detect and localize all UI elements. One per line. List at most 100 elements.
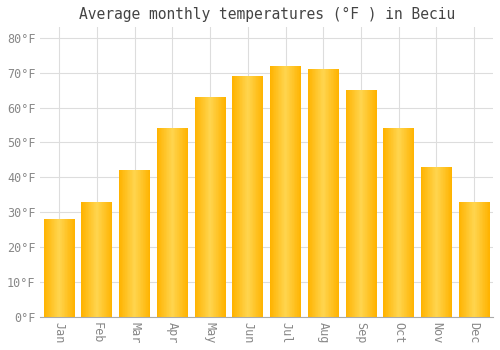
Bar — [73, 219, 74, 317]
Bar — [298, 66, 299, 317]
Bar — [182, 128, 183, 317]
Bar — [238, 76, 239, 317]
Bar — [130, 170, 131, 317]
Bar — [52, 219, 53, 317]
Bar — [167, 128, 168, 317]
Bar — [194, 97, 196, 317]
Bar — [280, 66, 281, 317]
Bar — [138, 170, 139, 317]
Bar — [133, 170, 134, 317]
Bar — [218, 97, 220, 317]
Bar — [148, 170, 149, 317]
Bar — [186, 128, 188, 317]
Bar — [254, 76, 256, 317]
Bar — [247, 76, 248, 317]
Bar — [310, 69, 311, 317]
Bar — [196, 97, 197, 317]
Bar — [447, 167, 448, 317]
Bar — [270, 66, 272, 317]
Bar — [405, 128, 406, 317]
Bar — [334, 69, 335, 317]
Bar — [313, 69, 314, 317]
Bar — [317, 69, 318, 317]
Bar — [184, 128, 186, 317]
Bar — [90, 202, 92, 317]
Bar — [257, 76, 258, 317]
Bar — [488, 202, 489, 317]
Bar — [290, 66, 291, 317]
Bar — [449, 167, 450, 317]
Bar — [375, 90, 376, 317]
Bar — [235, 76, 236, 317]
Bar — [348, 90, 350, 317]
Bar — [240, 76, 241, 317]
Bar — [129, 170, 130, 317]
Bar — [410, 128, 411, 317]
Bar — [359, 90, 360, 317]
Bar — [353, 90, 354, 317]
Bar — [288, 66, 290, 317]
Bar — [335, 69, 336, 317]
Bar — [89, 202, 90, 317]
Bar — [256, 76, 257, 317]
Bar — [213, 97, 214, 317]
Bar — [294, 66, 295, 317]
Bar — [434, 167, 436, 317]
Bar — [474, 202, 475, 317]
Bar — [44, 219, 45, 317]
Bar — [308, 69, 309, 317]
Bar — [319, 69, 320, 317]
Bar — [489, 202, 490, 317]
Bar — [119, 170, 120, 317]
Bar — [483, 202, 484, 317]
Bar — [278, 66, 280, 317]
Bar — [384, 128, 385, 317]
Bar — [204, 97, 205, 317]
Bar — [54, 219, 55, 317]
Bar — [53, 219, 54, 317]
Bar — [402, 128, 403, 317]
Bar — [487, 202, 488, 317]
Bar — [355, 90, 356, 317]
Bar — [100, 202, 102, 317]
Bar — [145, 170, 146, 317]
Bar — [101, 202, 102, 317]
Bar — [436, 167, 437, 317]
Bar — [439, 167, 440, 317]
Bar — [364, 90, 365, 317]
Bar — [61, 219, 62, 317]
Bar — [259, 76, 260, 317]
Bar — [236, 76, 238, 317]
Bar — [354, 90, 355, 317]
Bar — [469, 202, 470, 317]
Bar — [60, 219, 61, 317]
Bar — [388, 128, 389, 317]
Bar — [361, 90, 362, 317]
Bar — [95, 202, 96, 317]
Bar — [248, 76, 249, 317]
Bar — [212, 97, 214, 317]
Bar — [278, 66, 279, 317]
Bar — [121, 170, 122, 317]
Bar — [160, 128, 162, 317]
Bar — [461, 202, 462, 317]
Bar — [413, 128, 414, 317]
Bar — [107, 202, 108, 317]
Bar — [205, 97, 206, 317]
Bar — [162, 128, 163, 317]
Bar — [484, 202, 485, 317]
Bar — [276, 66, 277, 317]
Bar — [350, 90, 351, 317]
Bar — [62, 219, 63, 317]
Bar — [408, 128, 410, 317]
Bar — [352, 90, 353, 317]
Bar — [222, 97, 223, 317]
Bar — [262, 76, 264, 317]
Bar — [346, 90, 347, 317]
Bar — [400, 128, 402, 317]
Bar — [164, 128, 165, 317]
Bar — [432, 167, 433, 317]
Bar — [292, 66, 293, 317]
Bar — [445, 167, 446, 317]
Bar — [97, 202, 98, 317]
